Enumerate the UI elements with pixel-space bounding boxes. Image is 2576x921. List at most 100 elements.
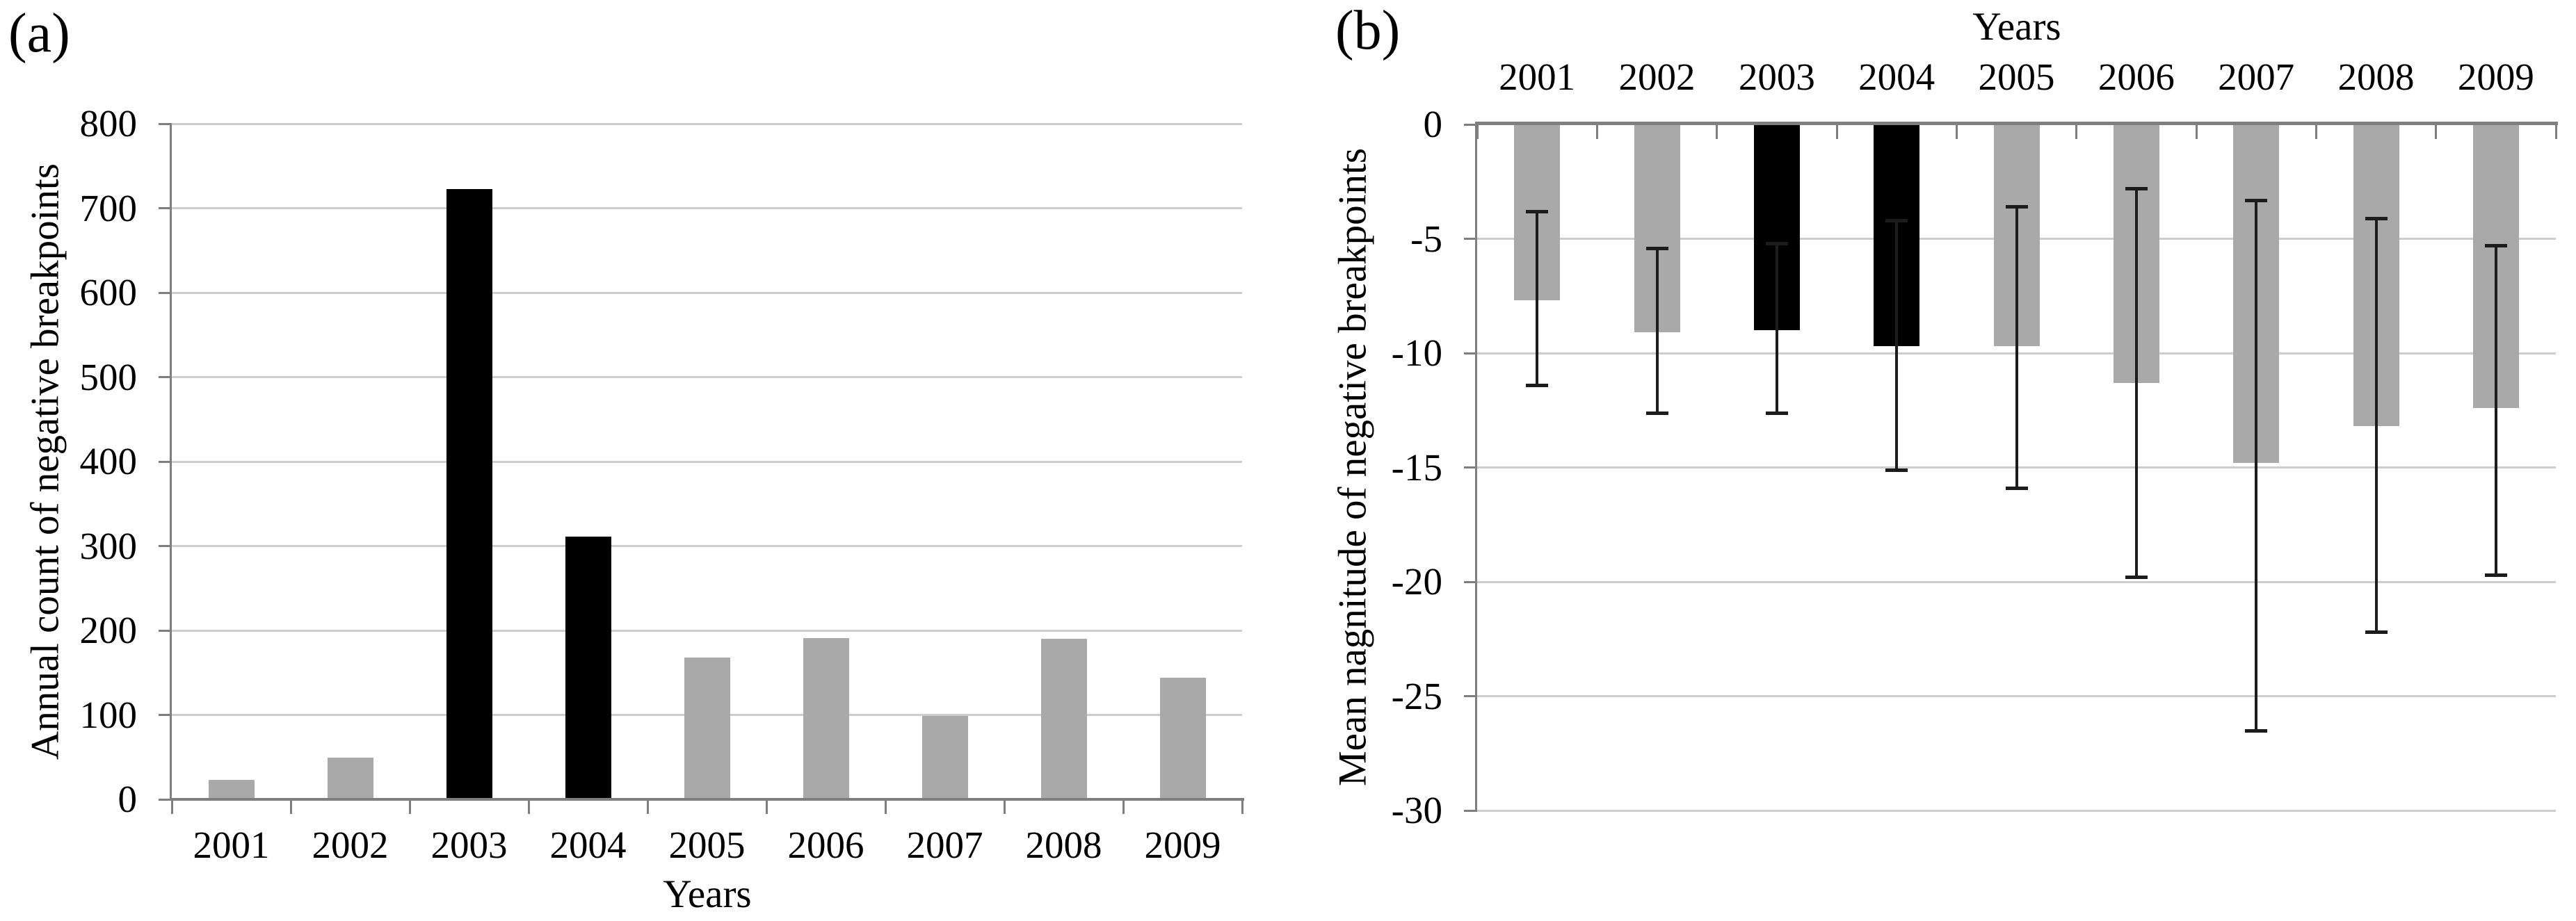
error-bar-line bbox=[2494, 245, 2497, 576]
error-bar-cap-top bbox=[1645, 246, 1668, 250]
error-bar-line bbox=[2134, 188, 2138, 578]
panel-a-label: (a) bbox=[8, 3, 70, 64]
y-axis-tick bbox=[1464, 466, 1477, 468]
x-axis-tick-label: 2009 bbox=[1144, 824, 1221, 866]
y-axis-tick-label: -5 bbox=[1410, 217, 1442, 260]
x-axis-tick bbox=[1476, 124, 1479, 139]
y-axis-tick-label: 300 bbox=[79, 524, 138, 567]
y-axis-tick-label: 0 bbox=[118, 778, 138, 820]
x-axis-tick bbox=[408, 799, 411, 814]
y-axis-tick bbox=[159, 122, 172, 125]
panel-b-label: (b) bbox=[1335, 0, 1401, 61]
x-axis-tick-label: 2005 bbox=[668, 824, 746, 866]
error-bar-cap-top bbox=[2245, 198, 2268, 202]
plot-area-b: 0 -5 -10 -15 -20 -25 -30 2001 2002 2003 2004 2005 20… bbox=[1392, 56, 2558, 831]
y-axis-tick-label: 500 bbox=[79, 355, 138, 398]
error-bar-cap-bottom bbox=[1885, 468, 1908, 472]
x-axis-tick-label: 2006 bbox=[787, 824, 864, 866]
y-axis-tick bbox=[159, 798, 172, 801]
y-axis-tick-label: -20 bbox=[1391, 560, 1442, 603]
x-axis-line bbox=[170, 798, 1244, 801]
error-bar-cap-top bbox=[2484, 244, 2507, 248]
x-axis-tick-label: 2008 bbox=[2337, 56, 2415, 98]
gridline bbox=[172, 376, 1242, 378]
error-bar-cap-top bbox=[1885, 219, 1908, 223]
x-axis-tick bbox=[1835, 124, 1838, 139]
x-axis-tick bbox=[646, 799, 649, 814]
y-axis-line bbox=[170, 123, 172, 800]
error-bar-line bbox=[1775, 243, 1778, 413]
y-axis-tick bbox=[159, 460, 172, 463]
x-axis-tick bbox=[1716, 124, 1718, 139]
y-axis-tick bbox=[159, 629, 172, 632]
error-bar-cap-bottom bbox=[2245, 728, 2268, 733]
x-axis-tick-label: 2007 bbox=[2218, 56, 2295, 98]
x-axis-tick-label: 2002 bbox=[1618, 56, 1696, 98]
y-axis-tick-label: 100 bbox=[79, 693, 138, 736]
bar-2009 bbox=[1159, 678, 1206, 799]
x-axis-tick bbox=[765, 799, 768, 814]
y-axis-tick bbox=[159, 545, 172, 547]
y-axis-tick-label: 700 bbox=[79, 186, 138, 229]
x-axis-tick bbox=[2195, 124, 2198, 139]
x-axis-tick-label: 2007 bbox=[906, 824, 983, 866]
y-axis-tick-label: 0 bbox=[1423, 103, 1443, 145]
x-axis-tick-label: 2001 bbox=[193, 824, 270, 866]
x-axis-tick bbox=[2075, 124, 2078, 139]
x-axis-tick bbox=[527, 799, 530, 814]
y-axis-tick-label: 200 bbox=[79, 609, 138, 651]
x-axis-tick bbox=[2315, 124, 2317, 139]
gridline bbox=[172, 207, 1242, 209]
x-axis-tick bbox=[289, 799, 292, 814]
y-axis-tick bbox=[159, 291, 172, 294]
bar-2003 bbox=[446, 188, 492, 799]
y-axis-tick bbox=[1464, 580, 1477, 583]
x-axis-tick bbox=[884, 799, 887, 814]
x-axis-tick bbox=[1241, 799, 1243, 814]
error-bar-cap-top bbox=[2125, 187, 2148, 191]
error-bar-cap-top bbox=[2365, 216, 2388, 220]
x-axis-tick bbox=[170, 799, 173, 814]
gridline bbox=[172, 460, 1242, 463]
gridline bbox=[172, 122, 1242, 125]
bar-2007 bbox=[921, 715, 968, 799]
y-axis-tick bbox=[1464, 352, 1477, 354]
x-axis-tick-label: 2004 bbox=[549, 824, 627, 866]
bar-2004 bbox=[565, 537, 611, 799]
x-axis-title-b: Years bbox=[1972, 5, 2061, 49]
y-axis-tick bbox=[1464, 123, 1477, 126]
error-bar-line bbox=[1895, 220, 1899, 470]
bar-2008 bbox=[1040, 639, 1087, 799]
gridline bbox=[1477, 580, 2556, 583]
x-axis-tick-label: 2003 bbox=[1738, 56, 1815, 98]
y-axis-tick-label: -25 bbox=[1391, 674, 1442, 717]
y-axis-tick bbox=[1464, 695, 1477, 697]
error-bar-cap-top bbox=[1526, 210, 1549, 214]
x-axis-tick-label: 2004 bbox=[1858, 56, 1935, 98]
y-axis-tick-label: 400 bbox=[79, 440, 138, 482]
y-axis-tick-label: -30 bbox=[1391, 789, 1442, 831]
x-axis-tick-label: 2003 bbox=[430, 824, 508, 866]
bar-2001 bbox=[208, 780, 255, 799]
x-axis-tick-label: 2002 bbox=[312, 824, 389, 866]
error-bar-cap-bottom bbox=[2125, 576, 2148, 580]
x-axis-tick-label: 2008 bbox=[1025, 824, 1102, 866]
error-bar-cap-bottom bbox=[1765, 411, 1788, 415]
error-bar-cap-bottom bbox=[1526, 384, 1549, 388]
x-axis-tick-label: 2001 bbox=[1499, 56, 1576, 98]
x-axis-tick bbox=[1595, 124, 1598, 139]
x-axis-tick bbox=[2435, 124, 2438, 139]
y-axis-line bbox=[1475, 122, 1477, 812]
error-bar-line bbox=[2015, 206, 2018, 489]
x-axis-line bbox=[1475, 122, 2558, 125]
y-axis-tick-label: -10 bbox=[1391, 332, 1442, 374]
bar-2005 bbox=[684, 657, 730, 799]
y-axis-tick-label: 800 bbox=[79, 102, 138, 145]
y-axis-tick bbox=[159, 207, 172, 209]
gridline bbox=[172, 291, 1242, 294]
error-bar-line bbox=[1655, 247, 1659, 413]
x-axis-title-a: Years bbox=[663, 872, 752, 916]
bar-2006 bbox=[803, 637, 849, 799]
gridline bbox=[172, 545, 1242, 547]
